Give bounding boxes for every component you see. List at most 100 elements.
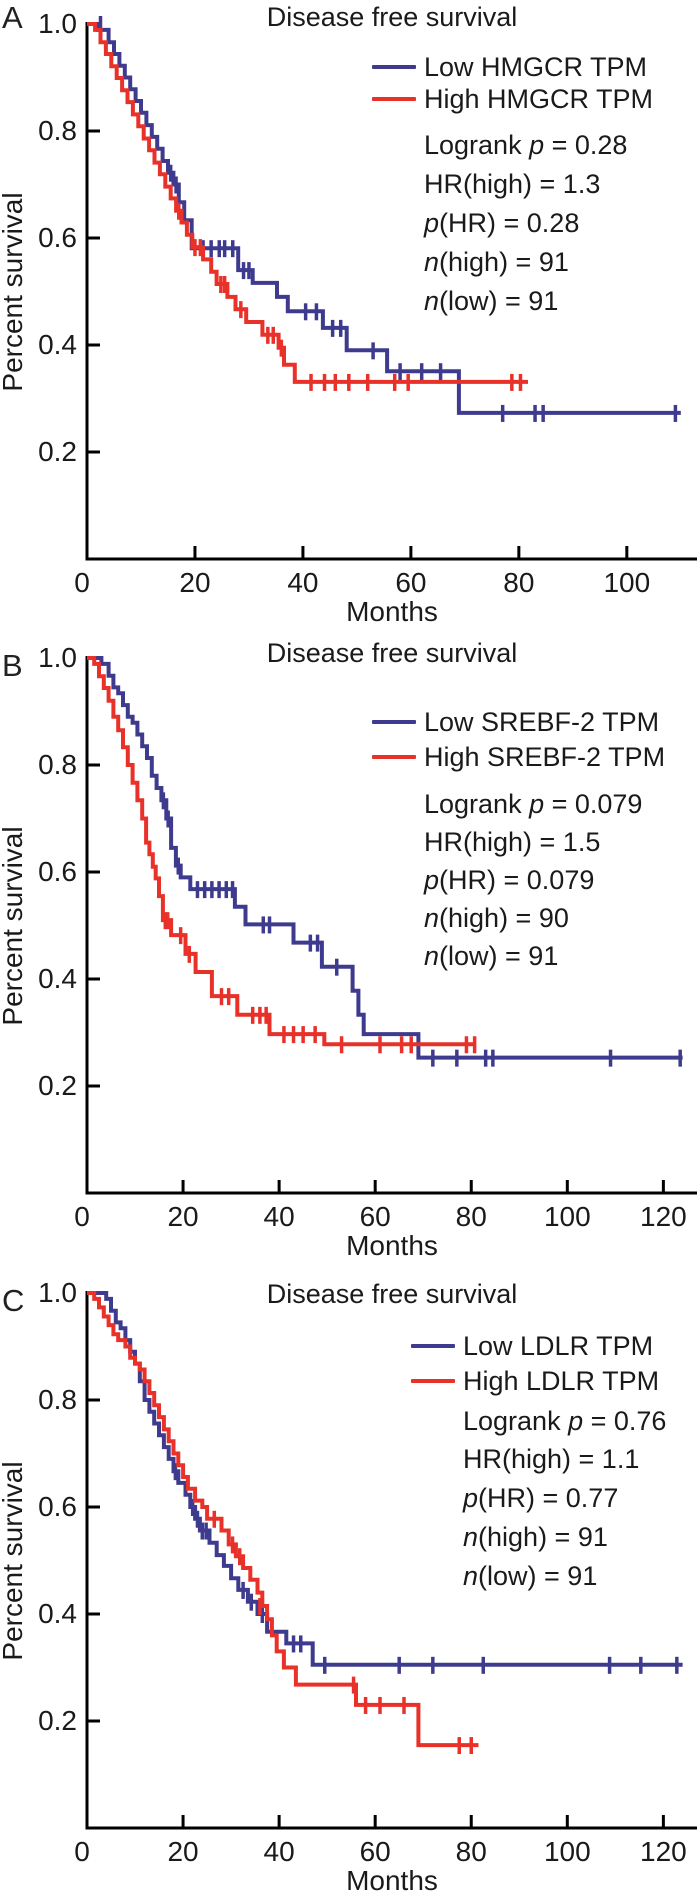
x-axis-label: Months	[346, 596, 438, 627]
stat-text-it: p	[463, 1483, 479, 1513]
stat-text-it: p	[424, 865, 440, 895]
legend-line-swatch	[372, 97, 416, 101]
stat-line: n(high) = 91	[463, 1524, 608, 1551]
stat-text-it: p	[424, 208, 440, 238]
legend-label: Low LDLR TPM	[463, 1331, 654, 1361]
y-tick-label: 1.0	[38, 1277, 77, 1308]
stat-text-pre: Logrank	[463, 1406, 569, 1436]
stat-text-post: = 0.079	[544, 789, 643, 819]
stat-text-post: = 0.28	[544, 130, 628, 160]
y-tick-label: 0.4	[38, 1598, 77, 1629]
x-tick-label: 100	[544, 1836, 591, 1867]
survival-panel: 1.0 0.8 0.6 0.4 0.2 0 20 40 60 80 100 120 C Disease…	[0, 1269, 700, 1903]
stat-text-it: p	[568, 1406, 584, 1436]
survival-plot-canvas: 1.0 0.8 0.6 0.4 0.2 0 20 40 60 80 100 120	[38, 1277, 697, 1867]
legend-label: Low HMGCR TPM	[424, 52, 648, 82]
y-axis-label: Percent survival	[0, 826, 28, 1026]
stat-text-post: (HR) = 0.28	[439, 208, 580, 238]
stat-text-pre: Logrank	[424, 789, 530, 819]
x-tick-label: 20	[167, 1836, 198, 1867]
stat-text-pre: Logrank	[424, 130, 530, 160]
stat-text-post: (low) = 91	[478, 1561, 598, 1591]
x-tick-label: 80	[456, 1836, 487, 1867]
stat-line: p(HR) = 0.77	[463, 1485, 618, 1512]
survival-curve-low	[87, 22, 681, 415]
stat-text-pre: HR(high) = 1.1	[463, 1444, 640, 1474]
legend-line-swatch	[411, 1379, 455, 1383]
x-tick-label: 60	[360, 1201, 391, 1232]
legend-label: Low SREBF-2 TPM	[424, 707, 660, 737]
x-tick-label: 40	[264, 1201, 295, 1232]
stat-text-post: (high) = 91	[439, 247, 569, 277]
legend-line-swatch	[372, 65, 416, 69]
x-tick-label: 60	[395, 567, 426, 598]
legend-label: High HMGCR TPM	[424, 84, 654, 114]
x-tick-label: 40	[287, 567, 318, 598]
stat-text-pre: HR(high) = 1.5	[424, 827, 601, 857]
stat-line: Logrank p = 0.76	[463, 1408, 666, 1435]
stat-text-it: n	[424, 247, 440, 277]
stat-text-pre: HR(high) = 1.3	[424, 169, 601, 199]
x-tick-label: 20	[179, 567, 210, 598]
legend-label: High SREBF-2 TPM	[424, 742, 666, 772]
x-tick-label: 0	[74, 1836, 90, 1867]
y-tick-label: 0.2	[38, 1705, 77, 1736]
y-tick-label: 0.6	[38, 222, 77, 253]
y-tick-label: 0.8	[38, 115, 77, 146]
survival-panel: 1.0 0.8 0.6 0.4 0.2 0 20 40 60 80 100 120 B Disease…	[0, 634, 700, 1269]
stat-line: HR(high) = 1.5	[424, 829, 600, 856]
stat-text-it: n	[463, 1561, 479, 1591]
survival-curve-high	[87, 656, 477, 1047]
y-tick-label: 0.4	[38, 329, 77, 360]
stat-text-post: (low) = 91	[439, 941, 559, 971]
stat-text-post: (high) = 90	[439, 903, 569, 933]
survival-curve-high	[87, 1291, 479, 1748]
stat-line: n(low) = 91	[463, 1563, 597, 1590]
x-tick-label: 80	[503, 567, 534, 598]
x-tick-label: 60	[360, 1836, 391, 1867]
x-tick-label: 120	[640, 1201, 687, 1232]
stat-line: HR(high) = 1.3	[424, 171, 600, 198]
x-tick-label: 0	[74, 567, 90, 598]
x-tick-label: 80	[456, 1201, 487, 1232]
survival-plot-canvas: 1.0 0.8 0.6 0.4 0.2 0 20 40 60 80 100 120	[38, 642, 697, 1232]
x-axis-label: Months	[346, 1230, 438, 1261]
x-tick-label: 100	[544, 1201, 591, 1232]
survival-panel: 1.0 0.8 0.6 0.4 0.2 0 20 40 60 80 100 A Disease fr…	[0, 0, 700, 634]
survival-plot-canvas: 1.0 0.8 0.6 0.4 0.2 0 20 40 60 80 100	[38, 8, 697, 598]
legend-line-swatch	[411, 1344, 455, 1348]
stat-line: n(low) = 91	[424, 943, 558, 970]
panel-letter: A	[2, 0, 23, 35]
x-axis-label: Months	[346, 1865, 438, 1896]
y-tick-label: 0.8	[38, 749, 77, 780]
stat-text-it: n	[424, 286, 440, 316]
chart-title: Disease free survival	[266, 638, 518, 668]
y-tick-label: 0.2	[38, 436, 77, 467]
y-tick-label: 0.6	[38, 856, 77, 887]
y-tick-label: 0.6	[38, 1491, 77, 1522]
y-tick-label: 0.2	[38, 1070, 77, 1101]
stat-text-it: n	[424, 903, 440, 933]
legend-line-swatch	[372, 755, 416, 759]
stat-text-it: n	[463, 1522, 479, 1552]
stat-line: Logrank p = 0.28	[424, 132, 627, 159]
panel-letter: B	[2, 648, 23, 683]
stat-text-post: (low) = 91	[439, 286, 559, 316]
x-tick-label: 100	[603, 567, 650, 598]
stat-text-post: (HR) = 0.77	[478, 1483, 619, 1513]
y-axis-label: Percent survival	[0, 1461, 28, 1661]
y-tick-label: 0.8	[38, 1384, 77, 1415]
y-tick-label: 1.0	[38, 8, 77, 39]
legend-line-swatch	[372, 720, 416, 724]
stat-line: HR(high) = 1.1	[463, 1446, 639, 1473]
chart-title: Disease free survival	[266, 1279, 518, 1309]
stat-line: p(HR) = 0.079	[424, 867, 594, 894]
survival-curve-high	[87, 22, 528, 384]
x-tick-label: 40	[264, 1836, 295, 1867]
stat-line: p(HR) = 0.28	[424, 210, 579, 237]
x-tick-label: 0	[74, 1201, 90, 1232]
stat-line: n(high) = 90	[424, 905, 569, 932]
stat-line: n(low) = 91	[424, 288, 558, 315]
panel-letter: C	[2, 1283, 25, 1318]
